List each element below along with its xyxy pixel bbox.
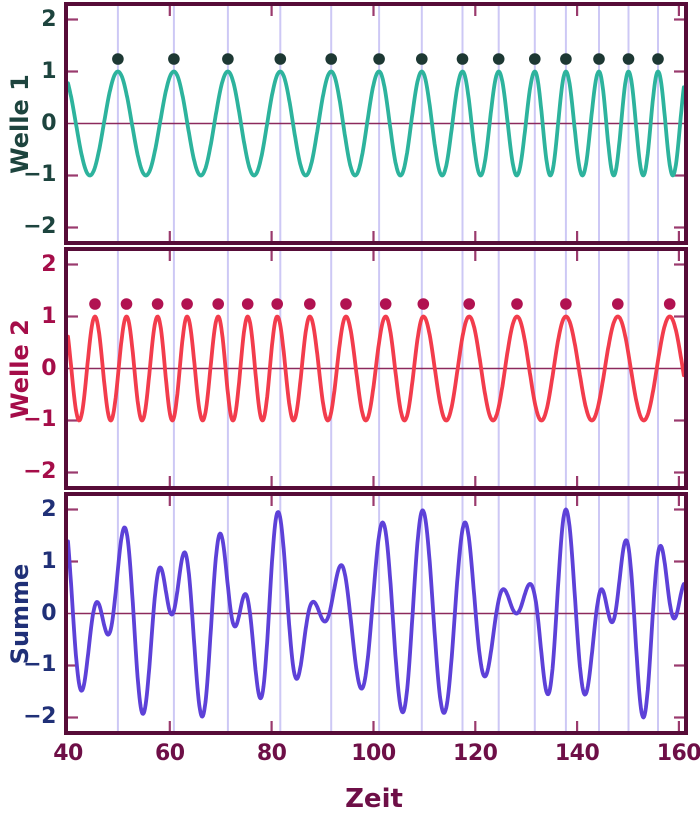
peak-dot-welle1	[622, 53, 635, 65]
x-tick-label: 80	[256, 741, 287, 766]
peak-dot-welle1	[416, 53, 428, 65]
x-tick-label: 120	[453, 741, 498, 766]
peak-dot-welle1	[492, 53, 505, 65]
peak-dot-welle1	[373, 53, 385, 65]
x-tick-label: 140	[554, 741, 600, 766]
peak-dot-welle1	[274, 53, 287, 65]
panel-summe-plot	[68, 496, 684, 731]
x-tick-label: 40	[53, 741, 83, 766]
peak-dot-welle1	[593, 53, 605, 65]
peak-dot-welle1	[560, 53, 572, 65]
peak-dot-welle2	[379, 298, 392, 310]
peak-dot-welle2	[511, 298, 523, 310]
peak-dot-welle2	[417, 298, 430, 310]
peak-dot-welle2	[612, 298, 624, 310]
y-tick-label: 0	[41, 110, 56, 136]
y-tick-label: −2	[23, 214, 56, 240]
y-tick-label: 1	[41, 548, 56, 574]
wave-curve-welle1	[68, 69, 684, 178]
y-tick-label: 1	[41, 58, 56, 84]
peak-dot-welle2	[181, 298, 193, 310]
panel-summe	[64, 492, 688, 735]
peak-dot-welle1	[112, 53, 124, 65]
peak-dot-welle2	[463, 298, 476, 310]
peak-dot-welle2	[304, 298, 316, 310]
x-tick-label: 100	[351, 741, 396, 766]
peak-dot-welle1	[652, 53, 664, 65]
peak-dot-welle1	[168, 53, 180, 65]
x-axis-title: Zeit	[345, 784, 403, 814]
y-tick-label: 2	[41, 6, 56, 32]
y-tick-label: −1	[23, 652, 56, 678]
panel-welle1	[64, 2, 688, 245]
peak-dot-welle2	[271, 298, 283, 310]
y-tick-label: 0	[41, 355, 56, 381]
peak-dot-welle2	[212, 298, 224, 310]
x-tick-label: 60	[155, 741, 185, 766]
peak-dot-welle1	[456, 53, 469, 65]
peak-dot-welle1	[529, 53, 541, 65]
y-tick-label: 1	[41, 303, 56, 329]
peak-dot-welle1	[325, 53, 338, 65]
y-tick-label: 2	[41, 496, 56, 522]
y-tick-label: 0	[41, 600, 56, 626]
peak-dot-welle2	[560, 298, 572, 310]
y-tick-label: 2	[41, 251, 56, 277]
peak-dot-welle2	[340, 298, 352, 310]
y-tick-label: −2	[23, 704, 56, 730]
x-tick-label: 160	[656, 741, 700, 766]
peak-dot-welle2	[151, 298, 164, 310]
panel-welle1-plot	[68, 6, 684, 241]
wave-curve-summe	[68, 507, 684, 720]
y-tick-label: −2	[23, 459, 56, 485]
panel-welle2-plot	[68, 251, 684, 486]
y-tick-label: −1	[23, 407, 56, 433]
peak-dot-welle2	[89, 298, 101, 310]
y-tick-label: −1	[23, 162, 56, 188]
wave-curve-welle2	[68, 314, 684, 423]
peak-dot-welle2	[120, 298, 133, 310]
panel-welle2	[64, 247, 688, 490]
peak-dot-welle1	[222, 53, 234, 65]
peak-dot-welle2	[663, 298, 676, 310]
peak-dot-welle2	[241, 298, 254, 310]
